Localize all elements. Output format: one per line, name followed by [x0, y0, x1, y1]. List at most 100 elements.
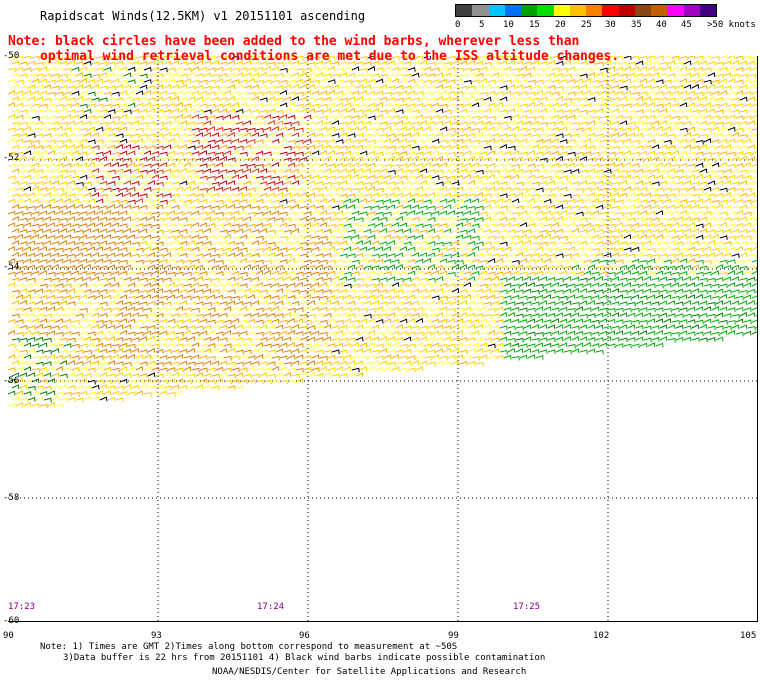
wind-barb — [471, 139, 480, 145]
wind-barb — [511, 150, 520, 156]
wind-barb — [83, 204, 92, 210]
wind-barb — [23, 67, 32, 73]
wind-barb — [339, 97, 348, 103]
wind-barb — [91, 97, 100, 103]
wind-barb — [39, 126, 48, 132]
wind-barb — [743, 115, 752, 120]
wind-barb — [451, 108, 460, 114]
wind-barb — [503, 126, 512, 132]
wind-barb — [491, 204, 500, 210]
wind-barb — [371, 60, 380, 66]
wind-barb — [327, 102, 336, 107]
wind-barb — [559, 90, 568, 96]
wind-barb — [207, 114, 216, 120]
wind-barb — [215, 138, 224, 144]
wind-barb — [571, 144, 580, 150]
wind-barb — [327, 175, 336, 181]
wind-barb — [435, 169, 444, 175]
wind-barb — [343, 102, 352, 108]
wind-barb — [707, 95, 716, 101]
wind-barb — [167, 56, 176, 60]
wind-barb — [487, 79, 496, 85]
wind-barb — [447, 186, 456, 192]
wind-barb — [711, 90, 720, 96]
wind-barb — [259, 97, 268, 103]
wind-barb — [535, 115, 544, 121]
wind-barb — [407, 175, 416, 181]
wind-barb — [207, 56, 216, 60]
wind-barb — [415, 90, 424, 96]
wind-barb — [139, 121, 148, 127]
wind-barb — [663, 198, 672, 204]
wind-barb — [727, 114, 736, 120]
wind-barb — [715, 96, 724, 102]
wind-barb — [111, 65, 120, 71]
wind-barb — [331, 96, 340, 102]
wind-barb — [35, 156, 44, 162]
wind-barb — [727, 198, 736, 204]
wind-barb — [555, 169, 564, 175]
wind-barb — [471, 56, 480, 61]
wind-barb — [555, 60, 564, 66]
wind-barb — [507, 96, 516, 102]
wind-barb — [359, 150, 368, 156]
wind-barb — [63, 162, 72, 168]
wind-barb — [479, 91, 488, 97]
wind-barb — [459, 193, 468, 198]
wind-barb — [255, 79, 264, 85]
wind-barb — [131, 205, 140, 210]
wind-barb — [155, 204, 164, 210]
wind-barb — [371, 85, 380, 91]
wind-barb — [319, 162, 328, 168]
wind-barb — [423, 126, 432, 132]
wind-barb — [503, 139, 512, 144]
wind-barb — [535, 102, 544, 107]
wind-barb — [199, 187, 208, 193]
wind-barb — [159, 137, 168, 143]
wind-barb — [19, 109, 28, 115]
wind-barb — [723, 168, 732, 174]
wind-barb — [683, 144, 692, 149]
wind-barb — [579, 73, 588, 79]
wind-barb — [79, 162, 88, 168]
wind-barb — [399, 186, 408, 192]
wind-barb — [563, 157, 572, 163]
wind-barb — [59, 205, 68, 210]
wind-barb — [55, 163, 64, 168]
wind-barb — [211, 169, 220, 175]
wind-barb — [475, 180, 484, 185]
wind-barb — [359, 56, 368, 61]
wind-barb — [51, 180, 60, 186]
wind-barb — [259, 192, 268, 198]
scale-swatch — [472, 5, 489, 16]
wind-barb — [655, 199, 664, 205]
wind-barb — [223, 78, 232, 84]
wind-barb — [567, 138, 576, 144]
wind-barb — [503, 198, 512, 203]
scale-label-15: 15 — [529, 20, 540, 30]
wind-barb — [95, 198, 104, 204]
wind-barb — [223, 89, 232, 95]
wind-barb — [687, 102, 696, 108]
wind-barb — [247, 198, 256, 204]
wind-barb — [275, 120, 284, 126]
wind-barb — [699, 157, 708, 163]
wind-barb — [351, 126, 360, 132]
wind-barb — [287, 174, 296, 180]
wind-barb — [591, 126, 600, 132]
wind-barb — [403, 96, 412, 102]
wind-barb — [247, 91, 256, 97]
wind-barb — [195, 181, 204, 187]
wind-barb — [599, 102, 608, 108]
wind-barb — [143, 174, 152, 179]
wind-barb — [187, 120, 196, 126]
wind-barb — [47, 175, 56, 181]
wind-barb — [619, 132, 628, 138]
wind-barb — [391, 91, 400, 97]
wind-barb — [563, 109, 572, 115]
wind-barb — [567, 114, 576, 120]
wind-barb — [43, 121, 52, 126]
wind-barb — [79, 174, 88, 180]
wind-barb — [699, 168, 708, 174]
wind-barb — [583, 163, 592, 168]
